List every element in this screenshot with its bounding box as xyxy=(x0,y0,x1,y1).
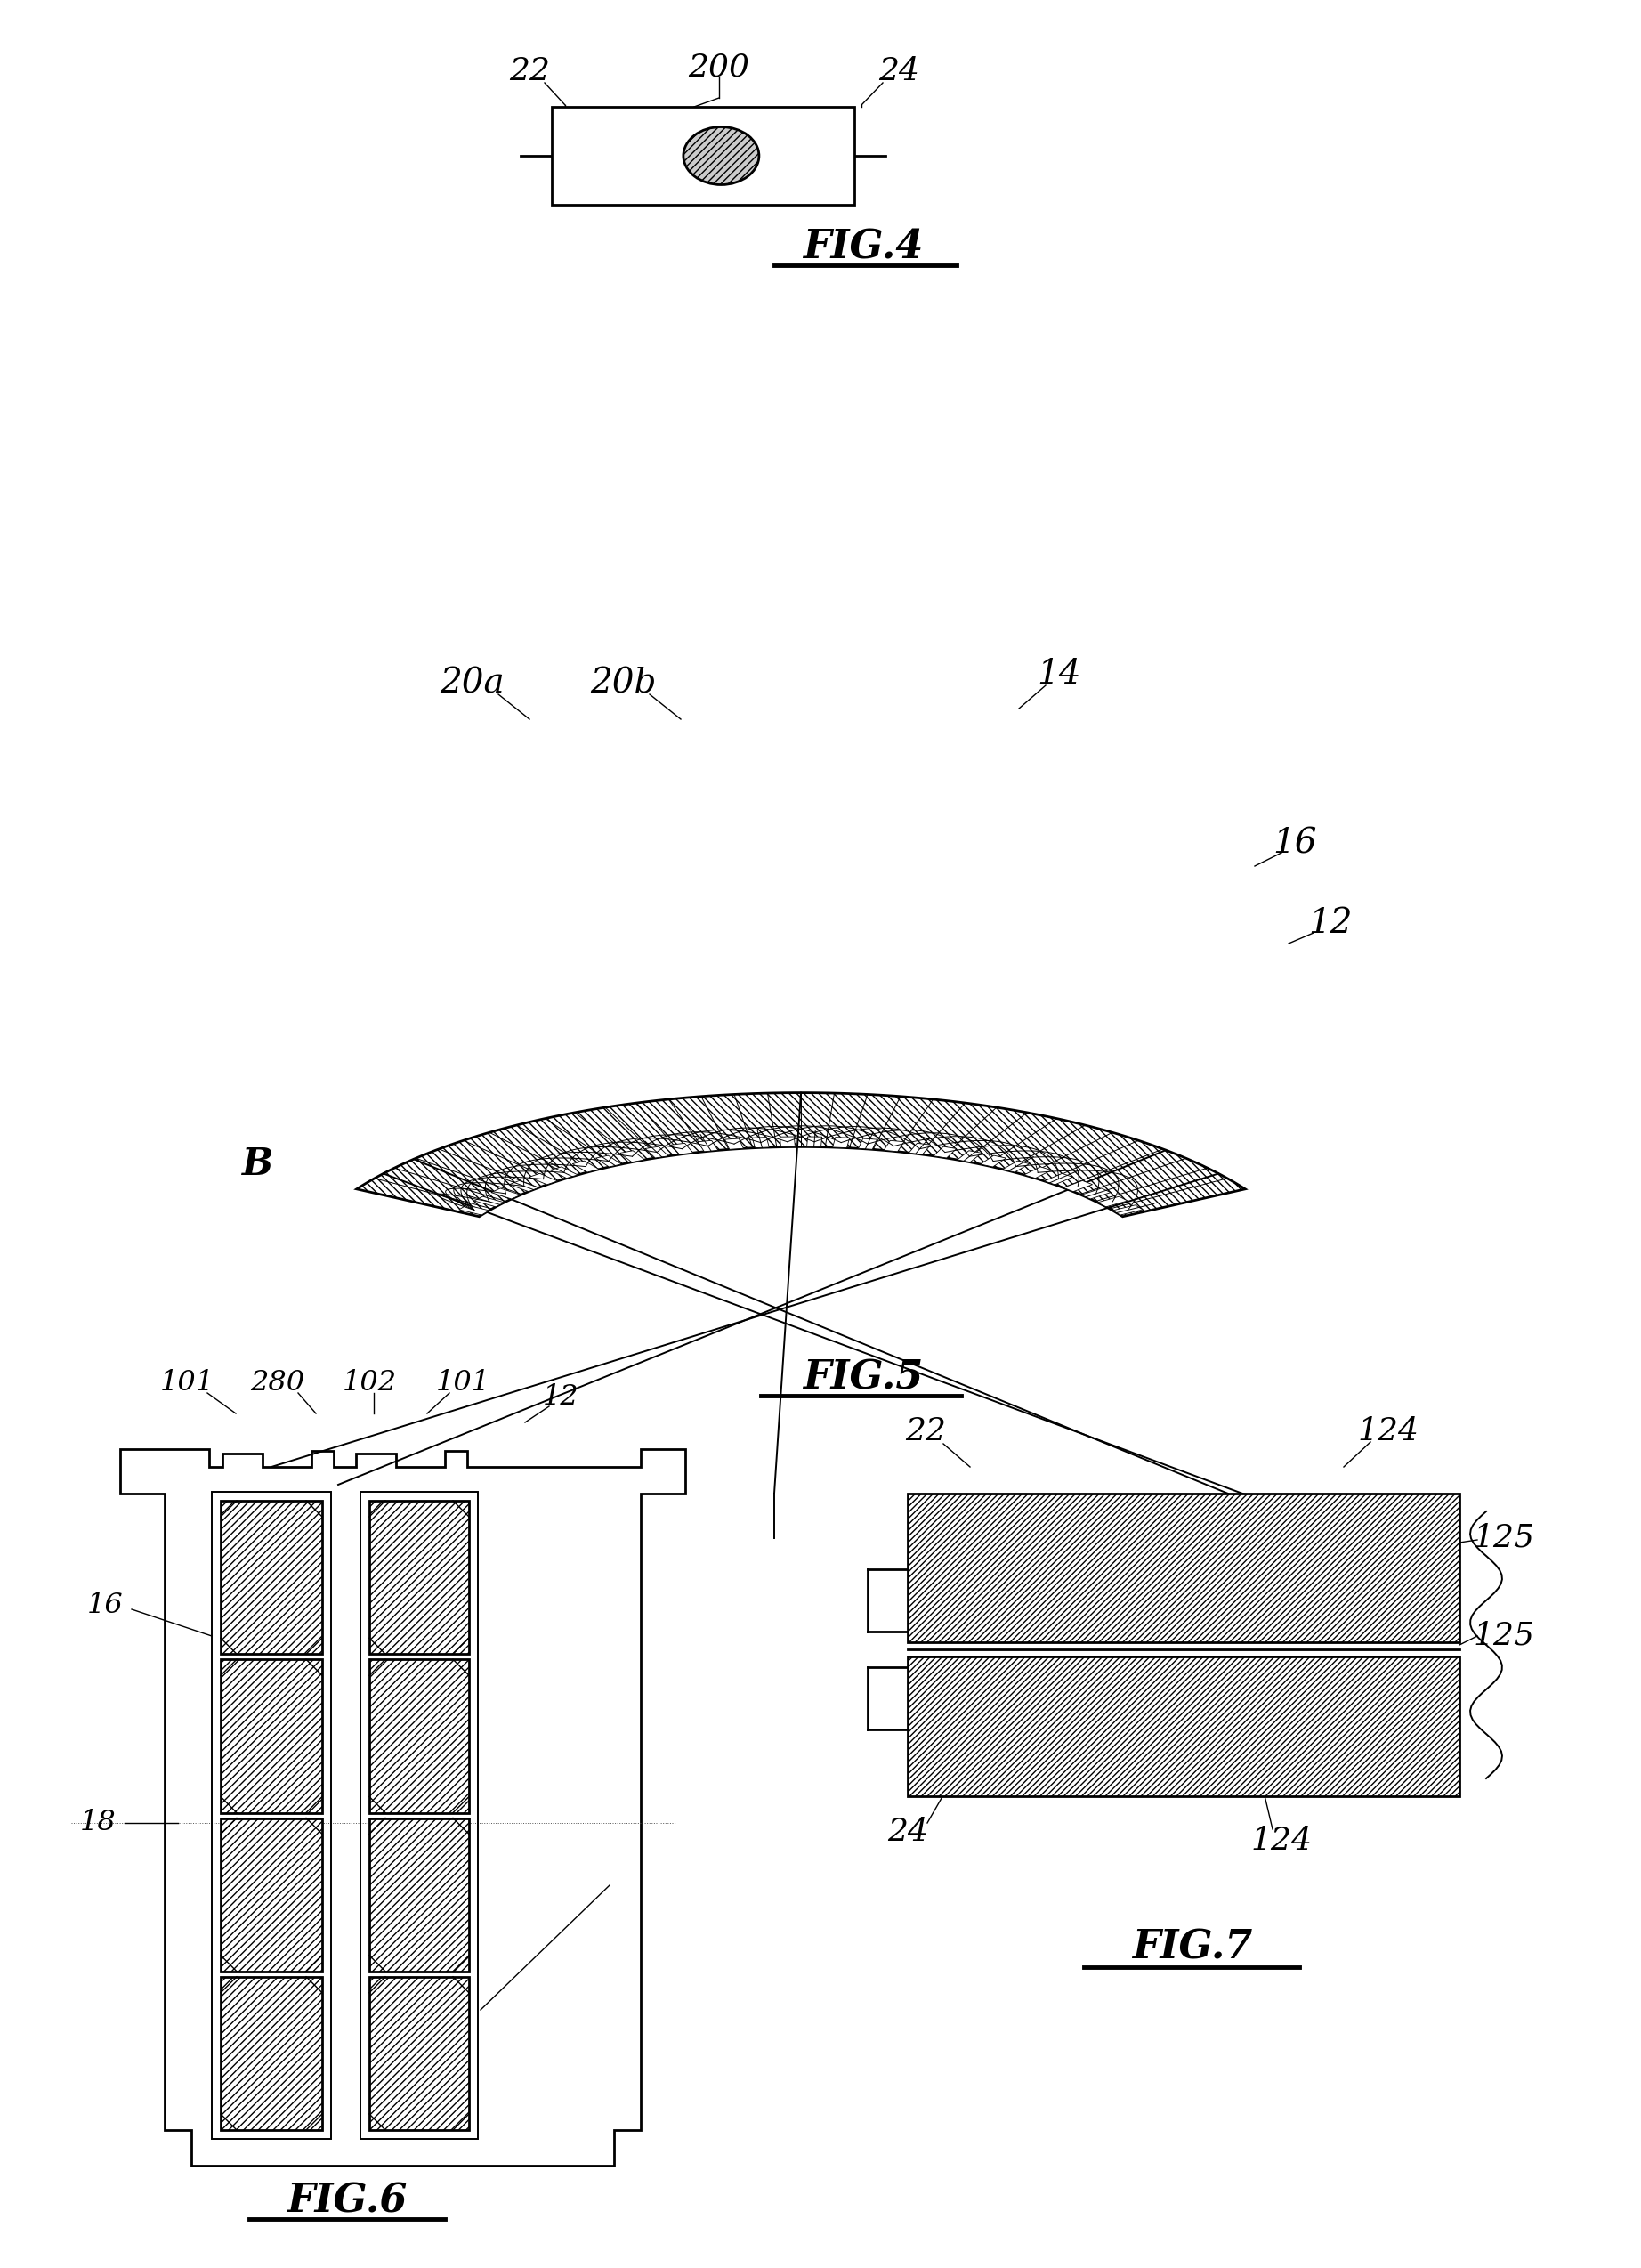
Text: 12: 12 xyxy=(1308,907,1352,941)
Polygon shape xyxy=(752,1136,770,1148)
Text: 280: 280 xyxy=(251,1368,305,1397)
Polygon shape xyxy=(491,1188,520,1200)
Bar xyxy=(212,1492,331,2139)
Text: FIG.7: FIG.7 xyxy=(1132,1928,1252,1966)
Bar xyxy=(907,1656,1459,1796)
Text: 12: 12 xyxy=(543,1383,579,1411)
Bar xyxy=(220,1660,322,1812)
Polygon shape xyxy=(550,1166,578,1177)
Bar xyxy=(369,1660,469,1812)
Polygon shape xyxy=(671,1143,693,1154)
Polygon shape xyxy=(620,1150,645,1161)
Polygon shape xyxy=(1003,1161,1029,1173)
Bar xyxy=(369,1978,469,2130)
Text: FIG.5: FIG.5 xyxy=(802,1359,924,1397)
Polygon shape xyxy=(725,1139,743,1150)
Bar xyxy=(220,1501,322,1653)
Bar xyxy=(551,107,855,204)
Polygon shape xyxy=(1081,1188,1111,1200)
Bar xyxy=(907,1495,1459,1642)
Bar xyxy=(220,1978,322,2130)
Polygon shape xyxy=(832,1136,850,1148)
Polygon shape xyxy=(1044,1173,1073,1184)
Bar xyxy=(361,1492,478,2139)
Text: 22: 22 xyxy=(509,57,550,86)
Polygon shape xyxy=(474,1198,504,1207)
Polygon shape xyxy=(957,1150,981,1161)
Bar xyxy=(369,1819,469,1971)
Polygon shape xyxy=(645,1148,668,1159)
Text: 16: 16 xyxy=(1273,828,1316,860)
Polygon shape xyxy=(1024,1166,1052,1177)
Polygon shape xyxy=(980,1154,1006,1168)
Text: 14: 14 xyxy=(1037,658,1081,692)
Polygon shape xyxy=(807,1136,822,1148)
Text: 24: 24 xyxy=(888,1817,929,1846)
Text: 102: 102 xyxy=(341,1368,397,1397)
Text: 124: 124 xyxy=(1250,1826,1313,1855)
Text: B: B xyxy=(243,1145,274,1184)
Text: 125: 125 xyxy=(1474,1524,1534,1554)
Polygon shape xyxy=(459,1204,489,1216)
Polygon shape xyxy=(909,1143,930,1154)
Text: 124: 124 xyxy=(1357,1415,1419,1447)
Polygon shape xyxy=(934,1148,957,1159)
Text: 20a: 20a xyxy=(440,667,504,701)
Text: 24: 24 xyxy=(878,57,919,86)
Bar xyxy=(369,1501,469,1653)
Polygon shape xyxy=(596,1154,622,1168)
Text: 200: 200 xyxy=(688,52,750,82)
Text: 101: 101 xyxy=(435,1368,491,1397)
Polygon shape xyxy=(509,1182,538,1191)
Text: 20b: 20b xyxy=(589,667,656,701)
Polygon shape xyxy=(858,1139,876,1150)
Polygon shape xyxy=(779,1136,796,1148)
Polygon shape xyxy=(120,1449,686,2166)
Polygon shape xyxy=(1098,1198,1127,1207)
Polygon shape xyxy=(528,1173,558,1184)
Ellipse shape xyxy=(683,127,760,184)
Text: 22: 22 xyxy=(906,1415,945,1447)
Polygon shape xyxy=(573,1161,599,1173)
Bar xyxy=(220,1819,322,1971)
Polygon shape xyxy=(356,1093,1246,1216)
Text: FIG.6: FIG.6 xyxy=(287,2182,407,2220)
Text: 101: 101 xyxy=(159,1368,213,1397)
Polygon shape xyxy=(697,1141,719,1152)
Text: 125: 125 xyxy=(1474,1622,1534,1651)
Text: 18: 18 xyxy=(80,1810,117,1837)
Polygon shape xyxy=(1063,1182,1093,1191)
Polygon shape xyxy=(884,1141,904,1152)
Text: FIG.4: FIG.4 xyxy=(802,229,924,268)
Polygon shape xyxy=(1113,1204,1142,1216)
Text: 16: 16 xyxy=(87,1592,123,1619)
